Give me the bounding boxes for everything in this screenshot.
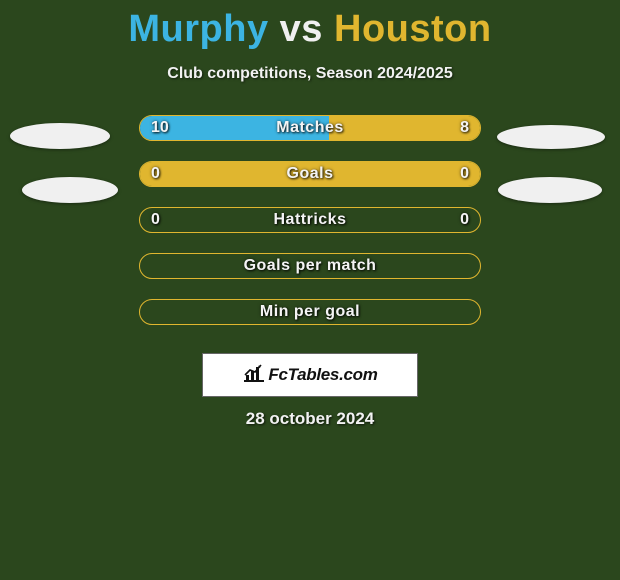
- player1-name: Murphy: [128, 8, 268, 50]
- decorative-ellipse: [22, 177, 118, 203]
- stat-bar: Goals per match: [139, 253, 481, 279]
- subtitle: Club competitions, Season 2024/2025: [0, 65, 620, 83]
- stat-bar: Hattricks0 0: [139, 207, 481, 233]
- source-badge-text: FcTables.com: [268, 365, 377, 385]
- vs-text: vs: [280, 8, 323, 50]
- stat-row: Goals per match: [0, 253, 620, 279]
- stat-row: Min per goal: [0, 299, 620, 325]
- bar-fill-player2: [140, 162, 480, 186]
- decorative-ellipse: [10, 123, 110, 149]
- bar-fill-player1: [140, 116, 329, 140]
- stat-value-player2: 0: [460, 211, 469, 229]
- stat-label: Hattricks: [140, 211, 480, 229]
- decorative-ellipse: [497, 125, 605, 149]
- player2-name: Houston: [334, 8, 492, 50]
- source-badge: FcTables.com: [202, 353, 418, 397]
- stat-bar: Matches108: [139, 115, 481, 141]
- decorative-ellipse: [498, 177, 602, 203]
- stat-row: Hattricks0 0: [0, 207, 620, 233]
- stat-label: Goals per match: [140, 257, 480, 275]
- bar-fill-player2: [329, 116, 480, 140]
- stat-bar: Goals00: [139, 161, 481, 187]
- chart-icon: [242, 363, 264, 388]
- stat-value-player1: 0: [151, 211, 160, 229]
- comparison-title: Murphy vs Houston: [0, 0, 620, 51]
- date-text: 28 october 2024: [0, 409, 620, 429]
- stat-label: Min per goal: [140, 303, 480, 321]
- stat-bar: Min per goal: [139, 299, 481, 325]
